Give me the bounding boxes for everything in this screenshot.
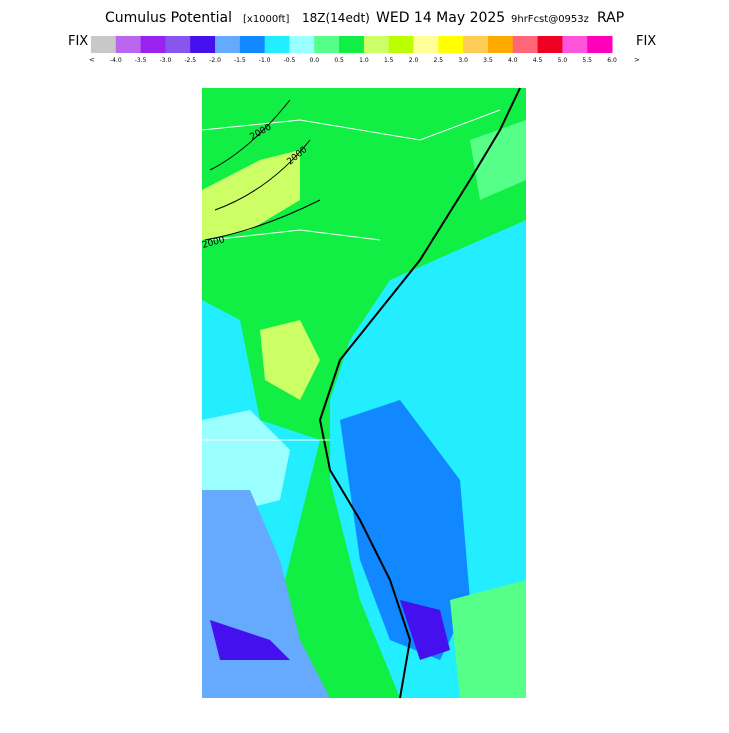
colorbar-swatch: [413, 36, 439, 53]
colorbar-swatch: [115, 36, 142, 53]
colorbar-label: -1.0: [259, 57, 271, 64]
time: 18Z(14edt): [302, 11, 370, 25]
colorbar-label: 3.0: [458, 57, 468, 64]
fix-left: FIX: [68, 34, 88, 49]
field-area: [470, 120, 526, 200]
colorbar-swatch: [190, 36, 216, 53]
contour: [204, 99, 321, 241]
colorbar-swatch: [388, 36, 415, 53]
colorbar-label: -2.5: [184, 57, 196, 64]
colorbar-swatch: [463, 36, 489, 53]
model: RAP: [597, 10, 624, 26]
colorbar-label: -1.5: [234, 57, 246, 64]
colorbar-swatch: [289, 36, 315, 53]
colorbar-label: 6.0: [607, 57, 617, 64]
colorbar-label: -4.0: [110, 57, 122, 64]
colorbar-swatch: [140, 36, 166, 53]
colorbar-label: 5.0: [558, 57, 568, 64]
colorbar-label: -3.5: [135, 57, 147, 64]
field-area: [400, 600, 450, 660]
map: 2000 2000 2000: [201, 87, 526, 699]
field-area: [450, 580, 526, 698]
colorbar-swatch: [314, 36, 340, 53]
colorbar-swatch: [587, 36, 613, 53]
forecast: 9hrFcst@0953z: [511, 14, 589, 25]
colorbar-label: -3.0: [160, 57, 172, 64]
colorbar-swatch: [264, 36, 290, 53]
colorbar-label: 3.5: [483, 57, 493, 64]
colorbar-swatch: [215, 36, 241, 53]
colorbar-label: -2.0: [209, 57, 221, 64]
field-area: [210, 620, 290, 660]
colorbar-swatch: [512, 36, 539, 53]
colorbar-label: 0.0: [310, 57, 320, 64]
fix-right: FIX: [636, 34, 656, 49]
colorbar-label: 1.5: [384, 57, 394, 64]
colorbar: -4.0 -3.5 -3.0 -2.5 -2.0 -1.5 -1.0 -0.5 0.0 0.5 1.…: [91, 36, 617, 64]
field-area: [202, 150, 300, 240]
colorbar-label: 2.5: [434, 57, 444, 64]
colorbar-swatch: [562, 36, 588, 53]
colorbar-swatch: [91, 36, 117, 53]
colorbar-label: 4.5: [533, 57, 543, 64]
colorbar-label: 0.5: [334, 57, 344, 64]
colorbar-label: 2.0: [409, 57, 419, 64]
coastline: [318, 87, 521, 699]
field-area: [260, 320, 320, 400]
date: WED 14 May 2025: [376, 10, 505, 26]
title: Cumulus Potential: [105, 10, 232, 26]
low-arrow: <: [89, 56, 95, 64]
colorbar-swatch: [165, 36, 191, 53]
colorbar-swatch: [363, 36, 390, 53]
colorbar-swatch: [487, 36, 514, 53]
field-area: [340, 400, 470, 660]
colorbar-swatch: [239, 36, 266, 53]
colorbar-label: 5.5: [582, 57, 592, 64]
colorbar-swatch: [438, 36, 464, 53]
high-arrow: >: [634, 56, 640, 64]
colorbar-swatch: [339, 36, 365, 53]
colorbar-swatch: [537, 36, 563, 53]
units: [x1000ft]: [243, 14, 290, 25]
state-border: [201, 109, 501, 441]
colorbar-label: 4.0: [508, 57, 518, 64]
colorbar-label: 1.0: [359, 57, 369, 64]
colorbar-label: -0.5: [284, 57, 296, 64]
